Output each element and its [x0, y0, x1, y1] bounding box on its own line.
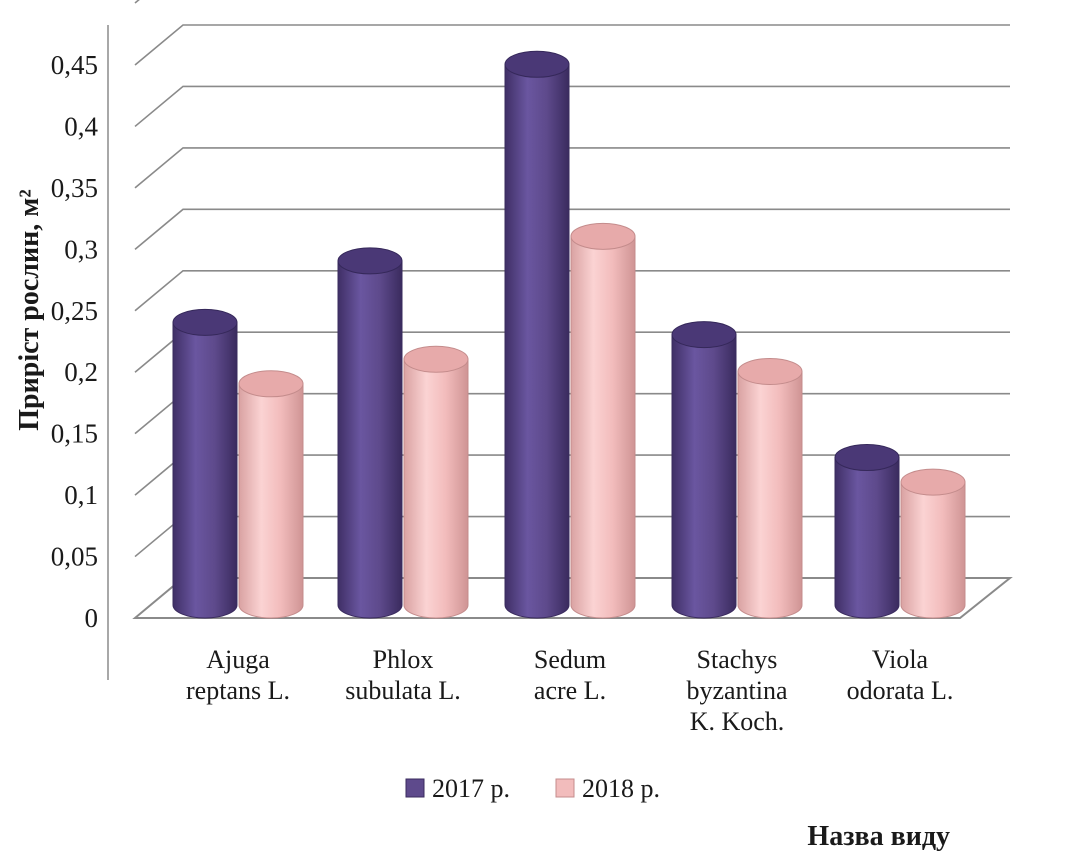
- bar-body: [834, 457, 900, 619]
- legend-swatch: [405, 778, 425, 798]
- bar: [337, 247, 403, 619]
- y-tick-label: 0,2: [64, 357, 98, 387]
- bar: [172, 308, 238, 619]
- bar: [834, 444, 900, 619]
- legend-label: 2018 р.: [582, 774, 660, 803]
- bar-top: [337, 247, 403, 275]
- bar-top: [504, 50, 570, 78]
- bar-body: [238, 383, 304, 619]
- legend-item: 2017 р.: [405, 774, 510, 803]
- bar-body: [671, 334, 737, 619]
- y-tick-label: 0,3: [64, 234, 98, 264]
- bar-top: [403, 345, 469, 373]
- y-axis: 0 0,05 0,1 0,15 0,2 0,25 0,3 0,35 0,4 0,45: [51, 50, 99, 633]
- x-tick-label: Phlox subulata L.: [345, 645, 461, 705]
- bar: [737, 358, 803, 619]
- bar: [900, 468, 966, 619]
- x-tick-label: Viola odorata L.: [847, 645, 954, 705]
- y-tick-label: 0: [85, 603, 99, 633]
- gridline: [134, 24, 1010, 66]
- legend-swatch: [555, 778, 575, 798]
- bars: [172, 50, 966, 619]
- bar: [570, 222, 636, 619]
- y-tick-label: 0,05: [51, 542, 98, 572]
- gridline: [134, 85, 1010, 128]
- y-tick-label: 0,45: [51, 50, 98, 80]
- x-tick-label: Ajuga reptans L.: [186, 645, 290, 705]
- bar-body: [403, 358, 469, 619]
- bar-body: [337, 260, 403, 619]
- y-axis-label: Приріст рослин, м²: [14, 189, 45, 430]
- bar: [671, 321, 737, 619]
- x-tick-label: Sedum acre L.: [534, 645, 606, 705]
- gridline: [134, 208, 1010, 250]
- bar-top: [737, 358, 803, 386]
- bar: [238, 370, 304, 619]
- bar-top: [671, 321, 737, 349]
- y-tick-label: 0,1: [64, 480, 98, 510]
- legend: 2017 р. 2018 р.: [405, 774, 660, 803]
- bar-top: [570, 222, 636, 250]
- bar-body: [900, 481, 966, 619]
- bar-body: [504, 63, 570, 619]
- legend-item: 2018 р.: [555, 774, 660, 803]
- bar-body: [172, 321, 238, 619]
- bar-top: [172, 308, 238, 336]
- gridline: [134, 0, 140, 4]
- floor-plane: [132, 577, 1013, 619]
- gridline: [134, 147, 1010, 189]
- bar-top: [834, 444, 900, 472]
- bar: [403, 345, 469, 619]
- x-axis-label: Назва виду: [807, 821, 950, 852]
- bar-top: [900, 468, 966, 496]
- y-tick-label: 0,25: [51, 296, 98, 326]
- gridline: [134, 269, 1010, 312]
- legend-label: 2017 р.: [432, 774, 510, 803]
- y-tick-label: 0,15: [51, 419, 98, 449]
- y-tick-label: 0,35: [51, 173, 98, 203]
- bar-body: [737, 371, 803, 619]
- bar-body: [570, 235, 636, 619]
- x-axis: Ajuga reptans L. Phlox subulata L. Sedum acre…: [186, 645, 953, 736]
- x-tick-label: Stachys byzantina K. Koch.: [686, 645, 788, 736]
- bar: [504, 50, 570, 619]
- bar-top: [238, 370, 304, 398]
- y-tick-label: 0,4: [64, 111, 98, 141]
